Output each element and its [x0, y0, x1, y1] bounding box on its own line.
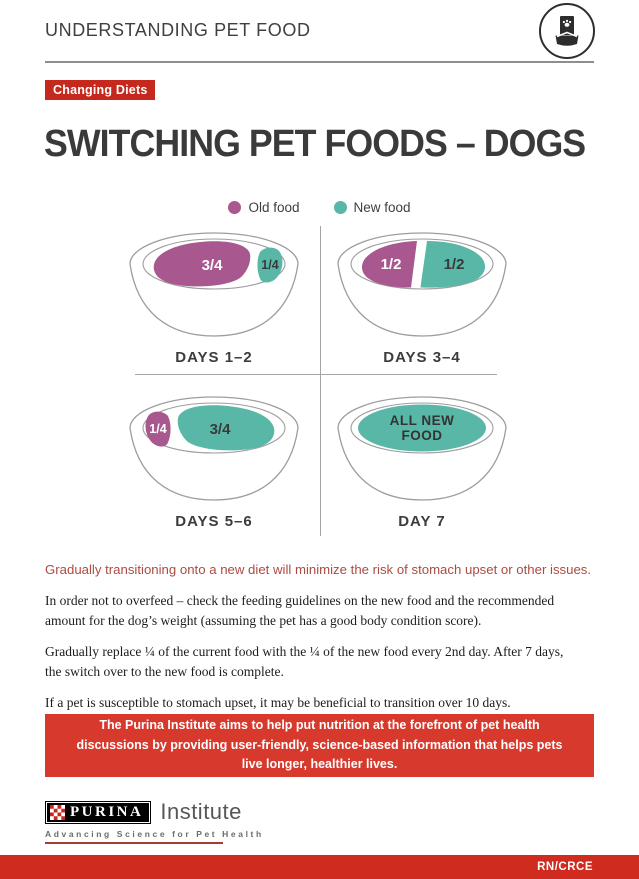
- logo-row: PURINA Institute: [45, 799, 264, 825]
- header-divider: [45, 61, 594, 63]
- legend-item-new-food: New food: [333, 200, 411, 215]
- grid-divider-horizontal: [135, 374, 497, 375]
- pet-food-bag-bowl-glyph: [555, 16, 579, 46]
- bowl-diagram-grid: 3/4 1/4 DAYS 1–2 1/2 1/2 DAYS 3–4: [0, 222, 639, 544]
- legend: Old food New food: [0, 200, 639, 215]
- old-fraction-label: 1/2: [381, 256, 402, 273]
- bowl-days-5-6: 1/4 3/4 DAYS 5–6: [124, 392, 304, 530]
- paragraph-replace-quarter: Gradually replace ¼ of the current food …: [45, 644, 564, 679]
- bowl-caption: DAYS 1–2: [175, 349, 253, 366]
- all-new-food-label-line1: ALL NEW: [390, 413, 455, 428]
- bowl-graphic-days-3-4: 1/2 1/2: [337, 232, 507, 337]
- pet-food-bag-bowl-icon: [539, 3, 595, 59]
- old-food-dot: [228, 201, 242, 214]
- paragraph-susceptible: If a pet is susceptible to stomach upset…: [45, 695, 511, 711]
- callout-text: The Purina Institute aims to help put nu…: [76, 718, 563, 772]
- purina-wordmark-box: PURINA: [45, 800, 152, 824]
- lead-sentence: Gradually transitioning onto a new diet …: [45, 562, 592, 577]
- page-title: SWITCHING PET FOODS – DOGS: [44, 123, 586, 165]
- bowl-graphic-days-5-6: 1/4 3/4: [129, 396, 299, 501]
- old-fraction-label: 3/4: [202, 257, 224, 274]
- footer-code: RN/CRCE: [537, 861, 593, 873]
- bowl-days-3-4: 1/2 1/2 DAYS 3–4: [332, 228, 512, 366]
- purina-brand-text: PURINA: [70, 803, 144, 820]
- bowl-caption: DAYS 3–4: [383, 349, 461, 366]
- all-new-food-label-line2: FOOD: [402, 428, 443, 443]
- new-food-dot: [333, 201, 347, 214]
- logo-underline: [45, 842, 223, 844]
- institute-text: Institute: [160, 799, 242, 824]
- bowl-graphic-days-1-2: 3/4 1/4: [129, 232, 299, 337]
- purina-checkerboard-icon: [50, 804, 65, 820]
- logo-tagline: Advancing Science for Pet Health: [45, 829, 264, 839]
- paragraph-overfeed: In order not to overfeed – check the fee…: [45, 593, 555, 628]
- new-food-label: New food: [353, 200, 411, 215]
- new-fraction-label: 1/4: [261, 258, 278, 272]
- grid-divider-vertical: [320, 226, 321, 536]
- purina-institute-logo: PURINA Institute Advancing Science for P…: [45, 799, 264, 844]
- section-badge: Changing Diets: [45, 80, 156, 100]
- bowl-caption: DAY 7: [398, 513, 446, 530]
- bowl-caption: DAYS 5–6: [175, 513, 253, 530]
- old-fraction-label: 1/4: [149, 422, 166, 436]
- old-food-label: Old food: [248, 200, 300, 215]
- page-header-title: UNDERSTANDING PET FOOD: [45, 20, 311, 40]
- footer-bar: RN/CRCE: [0, 855, 639, 879]
- legend-item-old-food: Old food: [228, 200, 300, 215]
- new-fraction-label: 1/2: [444, 256, 465, 273]
- purina-institute-callout: The Purina Institute aims to help put nu…: [45, 714, 594, 777]
- bowl-day-7: ALL NEW FOOD DAY 7: [332, 392, 512, 530]
- new-fraction-label: 3/4: [210, 421, 232, 438]
- body-copy: In order not to overfeed – check the fee…: [45, 591, 567, 725]
- bowl-days-1-2: 3/4 1/4 DAYS 1–2: [124, 228, 304, 366]
- bowl-graphic-day-7: ALL NEW FOOD: [337, 396, 507, 501]
